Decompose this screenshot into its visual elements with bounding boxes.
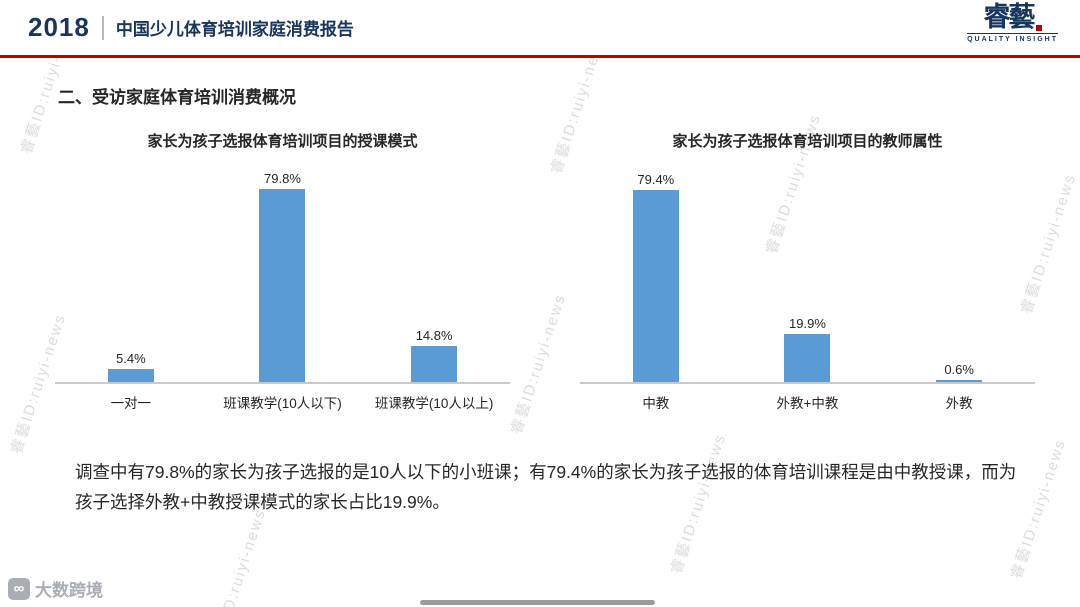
bar-value-label: 19.9% [789, 315, 826, 331]
section-title: 二、受访家庭体育培训消费概况 [58, 88, 296, 107]
bar [632, 189, 679, 382]
diagonal-watermark: 睿藝ID:ruiyi-news [207, 506, 270, 607]
dashu-logo: ∞ 大数跨境 [8, 576, 103, 601]
bar-plot: 79.4% 19.9% 0.6% [580, 167, 1035, 384]
bar [936, 380, 983, 382]
bottom-progress-bar [420, 600, 655, 605]
report-year: 2018 [28, 12, 90, 42]
chart-teacher-type: 家长为孩子选报体育培训项目的教师属性 79.4% 19.9% 0.6% 中教 外教+中… [580, 130, 1035, 412]
ruiyi-logo-text: 睿藝 [983, 2, 1036, 33]
bar [411, 346, 458, 382]
bar-column: 14.8% [364, 328, 505, 382]
ruiyi-logo-seal-icon [1035, 25, 1042, 31]
header: 2018 中国少儿体育培训家庭消费报告 [0, 0, 1080, 55]
bar [259, 189, 306, 382]
bar-value-label: 14.8% [415, 328, 453, 344]
bar-value-label: 79.8% [264, 171, 301, 186]
chart-teaching-mode: 家长为孩子选报体育培训项目的授课模式 5.4% 79.8% 14.8% 一对一 班课教… [55, 130, 510, 412]
chart-title: 家长为孩子选报体育培训项目的授课模式 [147, 133, 418, 150]
ruiyi-logo-subtitle: QUALITY INSIGHT [967, 33, 1058, 43]
chart-title: 家长为孩子选报体育培训项目的教师属性 [672, 133, 943, 150]
bar-column: 19.9% [737, 316, 878, 382]
category-label: 中教 [642, 396, 670, 411]
bar-column: 0.6% [889, 362, 1030, 382]
dashu-logo-text: 大数跨境 [35, 581, 103, 600]
category-axis: 一对一 班课教学(10人以下) 班课教学(10人以上) [55, 392, 510, 412]
category-label: 班课教学(10人以下) [223, 396, 342, 411]
dashu-logo-icon: ∞ [8, 577, 30, 600]
bar-column: 79.8% [212, 171, 353, 382]
bar-value-label: 79.4% [637, 171, 675, 187]
bar [107, 368, 154, 382]
header-divider [101, 15, 104, 40]
category-label: 外教 [945, 396, 973, 411]
bar-column: 79.4% [585, 172, 726, 382]
charts-row: 家长为孩子选报体育培训项目的授课模式 5.4% 79.8% 14.8% 一对一 班课教… [55, 130, 1035, 412]
bar-column: 5.4% [60, 351, 201, 382]
bar-plot: 5.4% 79.8% 14.8% [55, 167, 510, 384]
ruiyi-logo: 睿藝 QUALITY INSIGHT [967, 4, 1058, 43]
summary-paragraph: 调查中有79.8%的家长为孩子选报的是10人以下的小班课；有79.4%的家长为孩… [75, 462, 1017, 512]
bar-value-label: 0.6% [944, 362, 974, 377]
bar-value-label: 5.4% [116, 350, 146, 366]
report-title: 中国少儿体育培训家庭消费报告 [115, 20, 354, 39]
bar [784, 333, 831, 382]
category-label: 一对一 [110, 396, 152, 411]
category-label: 班课教学(10人以上) [374, 396, 494, 411]
category-axis: 中教 外教+中教 外教 [580, 392, 1035, 412]
header-rule [0, 55, 1080, 58]
category-label: 外教+中教 [776, 396, 839, 411]
